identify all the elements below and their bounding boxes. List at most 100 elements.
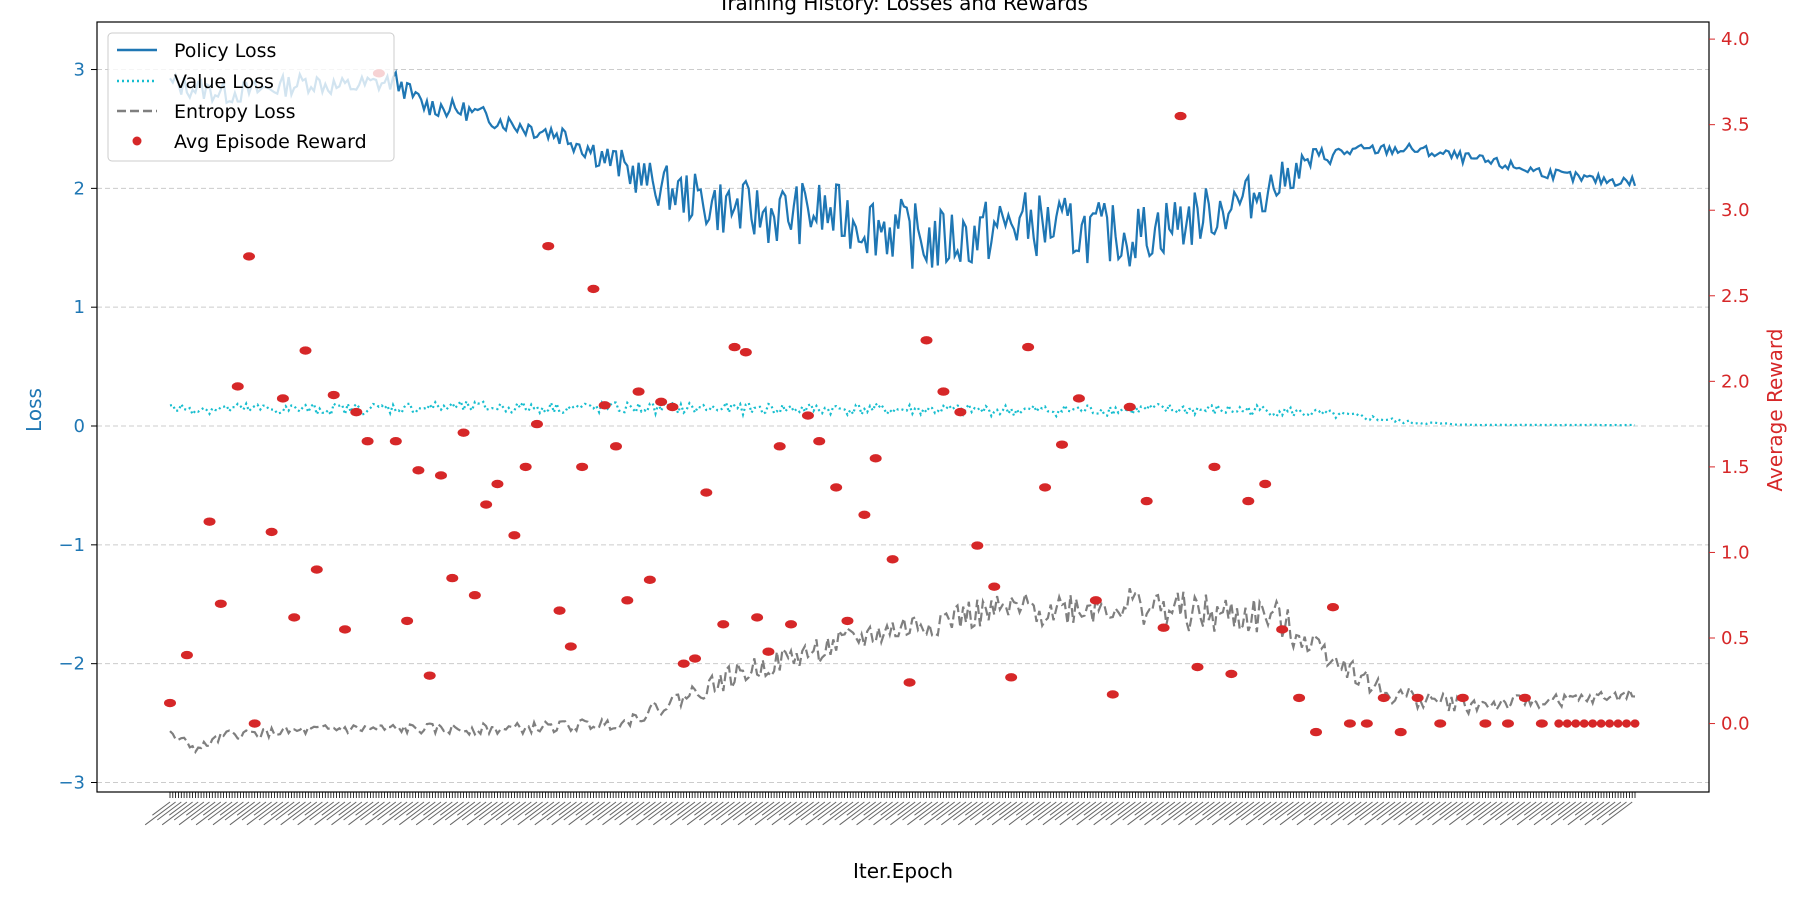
reward-point (689, 654, 702, 663)
reward-scatter-layer (164, 69, 1640, 737)
reward-point (1005, 673, 1018, 682)
reward-point (1326, 603, 1339, 612)
reward-point (801, 411, 814, 420)
reward-point (841, 616, 854, 626)
reward-point (773, 442, 786, 451)
reward-point (677, 659, 690, 668)
reward-point (361, 437, 374, 446)
reward-point (598, 401, 611, 410)
reward-point (1562, 719, 1572, 728)
y2-tick-label: 3.0 (1721, 200, 1750, 221)
reward-point (587, 284, 600, 294)
reward-point (920, 336, 933, 345)
y-tick-label: 3 (74, 60, 85, 81)
reward-point (288, 613, 301, 622)
reward-point (530, 419, 543, 429)
y-tick-label: −2 (58, 654, 85, 675)
reward-point (203, 517, 216, 526)
reward-point (1055, 440, 1068, 449)
reward-point (1276, 625, 1289, 634)
reward-point (937, 387, 950, 396)
reward-point (339, 625, 352, 634)
reward-point (434, 471, 447, 480)
reward-point (785, 620, 798, 629)
reward-point (180, 650, 193, 660)
y2-tick-label: 4.0 (1721, 29, 1750, 50)
reward-point (480, 500, 493, 509)
reward-point (1579, 719, 1589, 728)
reward-point (1411, 693, 1424, 703)
y-tick-label: −3 (58, 772, 85, 793)
reward-point (401, 616, 414, 626)
reward-point (248, 719, 261, 728)
reward-point (762, 647, 775, 656)
reward-point (609, 442, 622, 451)
y2-tick-label: 0.5 (1721, 628, 1750, 649)
reward-point (1535, 719, 1548, 728)
value-loss-line (169, 398, 1636, 427)
reward-point (446, 573, 459, 583)
legend-value-label: Value Loss (174, 71, 274, 93)
reward-point (553, 606, 566, 615)
reward-point (632, 387, 645, 396)
reward-point (231, 382, 244, 391)
reward-point (1208, 462, 1221, 472)
y2-tick-label: 1.5 (1721, 457, 1750, 478)
reward-point (700, 488, 713, 497)
reward-point (666, 402, 679, 412)
reward-point (1293, 693, 1306, 703)
reward-point (1242, 496, 1255, 506)
reward-point (1039, 483, 1052, 492)
reward-point (1157, 623, 1170, 632)
reward-point (265, 527, 278, 537)
reward-point (519, 462, 532, 472)
legend-policy-label: Policy Loss (174, 40, 276, 62)
reward-point (643, 575, 656, 585)
reward-point (1072, 394, 1085, 403)
y2-tick-label: 2.0 (1721, 371, 1750, 392)
reward-point (214, 599, 227, 608)
x-tick-labels-overlapping (144, 801, 1633, 826)
reward-point (903, 678, 916, 687)
reward-point (564, 642, 577, 651)
reward-point (739, 348, 752, 357)
reward-point (728, 342, 741, 352)
reward-point (1106, 690, 1119, 699)
reward-point (1343, 719, 1356, 728)
entropy-loss-line (169, 588, 1636, 755)
reward-point (1394, 727, 1407, 737)
legend: Policy Loss Value Loss Entropy Loss Avg … (107, 32, 395, 162)
legend-reward-label: Avg Episode Reward (174, 131, 367, 153)
reward-point (1089, 596, 1102, 605)
y-tick-label: 1 (74, 297, 85, 318)
reward-point (468, 591, 481, 600)
y-tick-label: 0 (74, 416, 85, 437)
policy-loss-line (169, 69, 1637, 269)
reward-point (1518, 693, 1531, 703)
legend-frame (107, 32, 395, 162)
reward-point (1225, 669, 1238, 679)
reward-point (1605, 719, 1615, 728)
reward-point (1501, 719, 1514, 728)
plot-frame (96, 21, 1710, 793)
reward-point (1596, 719, 1606, 728)
reward-point (717, 620, 730, 629)
reward-point (1022, 342, 1035, 352)
reward-point (813, 437, 826, 446)
reward-point (971, 541, 984, 550)
y-tick-label: 2 (74, 178, 85, 199)
reward-point (830, 483, 843, 492)
reward-point (621, 596, 634, 605)
reward-point (576, 462, 589, 472)
reward-point (491, 479, 504, 489)
legend-reward-swatch (132, 136, 142, 146)
reward-point (542, 241, 555, 251)
reward-point (350, 407, 363, 417)
reward-point (243, 252, 256, 261)
y-left-tick-layer: −3 −2 −1 0 1 2 3 (58, 60, 97, 793)
y2-tick-label: 1.0 (1721, 542, 1750, 563)
policy-loss-layer (169, 69, 1637, 269)
y2-tick-label: 3.5 (1721, 115, 1750, 136)
reward-point (310, 565, 323, 574)
